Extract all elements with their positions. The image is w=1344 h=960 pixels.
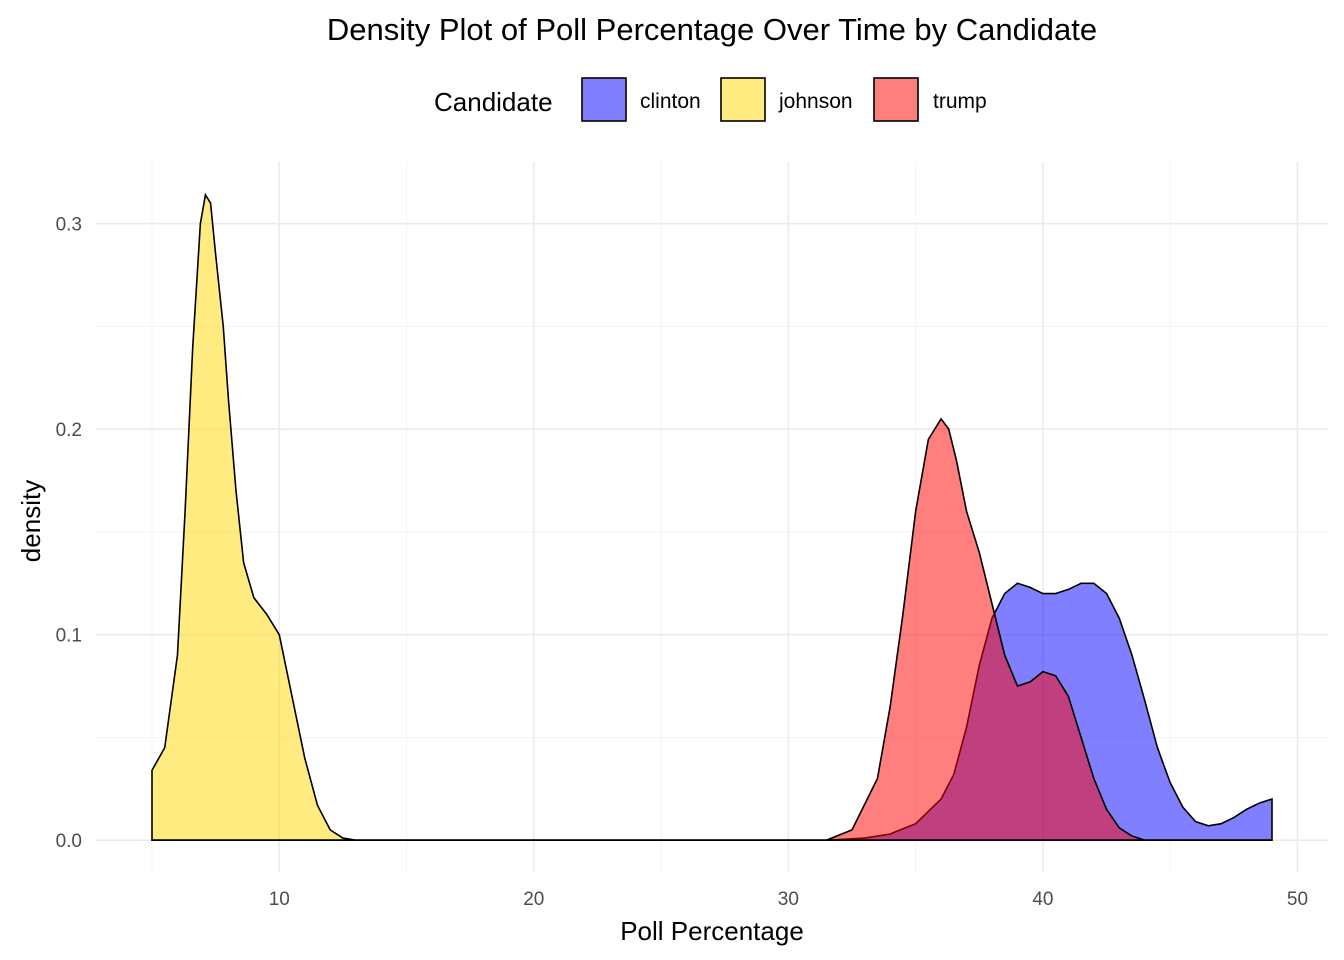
legend-label-johnson: johnson [778,90,853,113]
chart-title: Density Plot of Poll Percentage Over Tim… [327,12,1097,47]
x-tick-label: 30 [778,889,799,910]
y-tick-label: 0.1 [56,626,82,647]
density-area-johnson [151,192,1272,841]
y-tick-label: 0.0 [56,831,82,852]
legend-label-trump: trump [933,90,987,113]
y-axis-title: density [16,480,46,562]
legend: Candidate clinton johnson trump [434,77,987,122]
y-tick-label: 0.2 [56,420,82,441]
legend-key-johnson [720,77,766,122]
legend-title: Candidate [434,87,553,117]
x-axis-ticks: 10 20 30 40 50 [269,889,1308,910]
density-areas [151,192,1273,841]
x-tick-label: 40 [1032,889,1053,910]
legend-key-clinton [581,77,627,122]
density-area-trump [152,417,1272,841]
x-tick-label: 50 [1287,889,1308,910]
x-tick-label: 20 [523,889,544,910]
x-tick-label: 10 [269,889,290,910]
legend-key-trump [873,77,919,122]
y-tick-label: 0.3 [56,215,82,236]
y-axis-ticks: 0.0 0.1 0.2 0.3 [56,215,82,852]
x-axis-title: Poll Percentage [620,916,804,946]
legend-label-clinton: clinton [640,90,701,113]
